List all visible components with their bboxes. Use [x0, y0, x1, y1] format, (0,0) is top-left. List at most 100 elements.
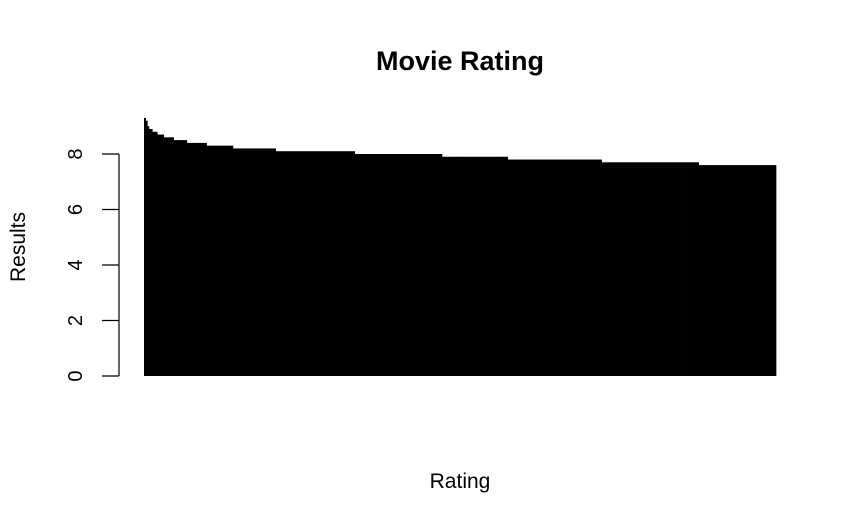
bar: [626, 162, 629, 376]
bar: [492, 156, 495, 376]
bar: [720, 165, 723, 376]
bar: [560, 159, 563, 376]
bar: [606, 162, 609, 376]
bar: [634, 162, 637, 376]
bar: [297, 151, 300, 376]
bar: [645, 162, 648, 376]
bar: [581, 159, 584, 376]
bar: [677, 162, 680, 376]
bar: [329, 151, 332, 376]
bar: [349, 151, 352, 376]
bar: [344, 151, 347, 376]
bar: [721, 165, 724, 376]
bar: [206, 145, 209, 376]
bar: [514, 159, 517, 376]
bar: [267, 148, 270, 376]
bar: [738, 165, 741, 376]
bar: [427, 154, 430, 376]
bar: [608, 162, 611, 376]
bar: [636, 162, 639, 376]
bar: [408, 154, 411, 376]
bar: [341, 151, 344, 376]
bar: [423, 154, 426, 376]
bar: [710, 165, 713, 376]
bar: [239, 148, 242, 376]
bar: [321, 151, 324, 376]
bar: [596, 159, 599, 376]
bar: [522, 159, 525, 376]
bar: [578, 159, 581, 376]
bar: [715, 165, 718, 376]
bar: [543, 159, 546, 376]
bar: [234, 148, 237, 376]
bar: [402, 154, 405, 376]
y-tick-label: 4: [65, 259, 87, 270]
bar: [660, 162, 663, 376]
bar: [693, 162, 696, 376]
bar: [255, 148, 258, 376]
bar: [739, 165, 742, 376]
bar: [713, 165, 716, 376]
bar: [486, 156, 489, 376]
bar: [566, 159, 569, 376]
bar: [654, 162, 657, 376]
bar: [316, 151, 319, 376]
bar: [359, 154, 362, 376]
bar: [570, 159, 573, 376]
bar: [170, 137, 173, 376]
bar: [563, 159, 566, 376]
bar: [278, 151, 281, 376]
bar: [407, 154, 410, 376]
bar: [353, 151, 356, 376]
bar: [357, 154, 360, 376]
bar: [501, 156, 504, 376]
bar: [412, 154, 415, 376]
bar: [232, 148, 235, 376]
bar: [231, 145, 234, 376]
bar: [632, 162, 635, 376]
bar: [520, 159, 523, 376]
bar: [700, 165, 703, 376]
bar: [167, 137, 170, 376]
bar: [173, 140, 176, 376]
bar: [379, 154, 382, 376]
bar: [180, 140, 183, 376]
bar: [593, 159, 596, 376]
bar: [377, 154, 380, 376]
bar: [683, 162, 686, 376]
bar: [371, 154, 374, 376]
bar: [594, 159, 597, 376]
bar: [744, 165, 747, 376]
bar: [460, 156, 462, 376]
bar: [260, 148, 263, 376]
bar: [214, 145, 217, 376]
bar: [185, 140, 188, 376]
bars-group: [144, 117, 777, 377]
bar: [576, 159, 579, 376]
bar: [361, 154, 364, 376]
bar: [695, 162, 698, 376]
bar: [478, 156, 481, 376]
bar: [741, 165, 744, 376]
bar: [535, 159, 538, 376]
bar: [580, 159, 583, 376]
bar: [272, 148, 275, 376]
bar: [181, 140, 184, 376]
bar: [387, 154, 390, 376]
bar: [685, 162, 688, 376]
bar: [734, 165, 737, 376]
bar: [515, 159, 518, 376]
bar: [298, 151, 301, 376]
bar: [603, 162, 606, 376]
bar: [305, 151, 308, 376]
bar: [203, 142, 206, 376]
bar: [428, 154, 431, 376]
bar: [351, 151, 354, 376]
bar: [659, 162, 662, 376]
bar: [247, 148, 250, 376]
bar: [550, 159, 553, 376]
bar: [590, 159, 593, 376]
bar: [481, 156, 484, 376]
bar: [723, 165, 726, 376]
bar: [236, 148, 239, 376]
